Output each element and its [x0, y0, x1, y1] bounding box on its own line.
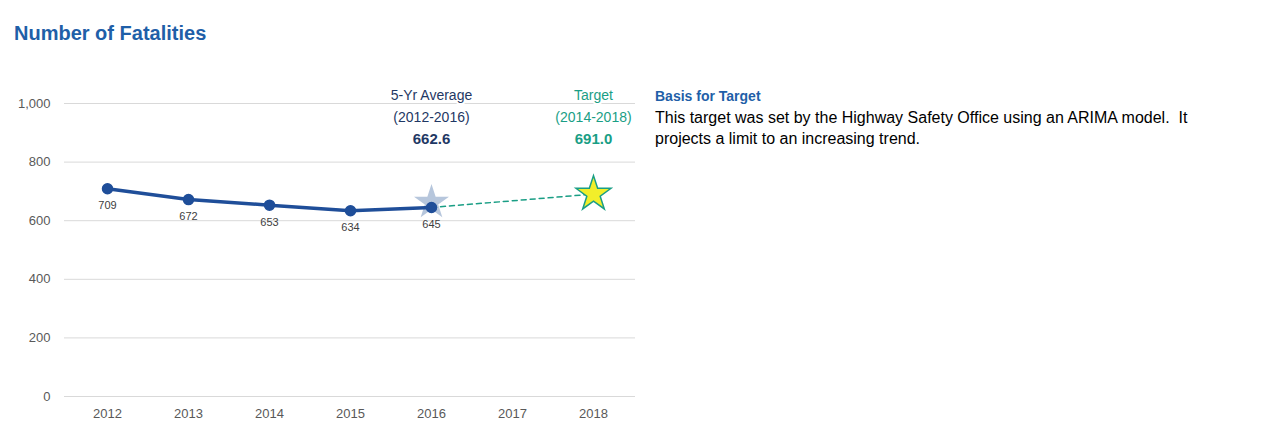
svg-text:653: 653 [260, 216, 278, 228]
svg-text:Target: Target [574, 87, 613, 103]
svg-text:672: 672 [179, 210, 197, 222]
svg-text:2015: 2015 [336, 406, 365, 421]
svg-text:645: 645 [422, 218, 440, 230]
svg-text:662.6: 662.6 [413, 130, 451, 147]
svg-text:2018: 2018 [579, 406, 608, 421]
svg-text:0: 0 [43, 389, 50, 404]
svg-text:(2012-2016): (2012-2016) [393, 109, 469, 125]
svg-text:800: 800 [29, 154, 51, 169]
svg-text:200: 200 [29, 330, 51, 345]
svg-text:2012: 2012 [93, 406, 122, 421]
svg-text:(2014-2018): (2014-2018) [555, 109, 631, 125]
html-text:Basis for Target: Basis for Target [655, 88, 761, 104]
svg-text:600: 600 [29, 213, 51, 228]
svg-text:400: 400 [29, 271, 51, 286]
svg-text:1,000: 1,000 [18, 96, 51, 111]
html-text:Number of Fatalities: Number of Fatalities [14, 22, 207, 44]
svg-text:691.0: 691.0 [575, 130, 613, 147]
svg-text:2017: 2017 [498, 406, 527, 421]
svg-text:2014: 2014 [255, 406, 284, 421]
html-text:This target was set by the Hig: This target was set by the Highway Safet… [655, 109, 1192, 147]
svg-text:709: 709 [98, 199, 116, 211]
svg-text:2016: 2016 [417, 406, 446, 421]
svg-text:2013: 2013 [174, 406, 203, 421]
svg-text:634: 634 [341, 221, 359, 233]
svg-text:5-Yr Average: 5-Yr Average [391, 87, 473, 103]
